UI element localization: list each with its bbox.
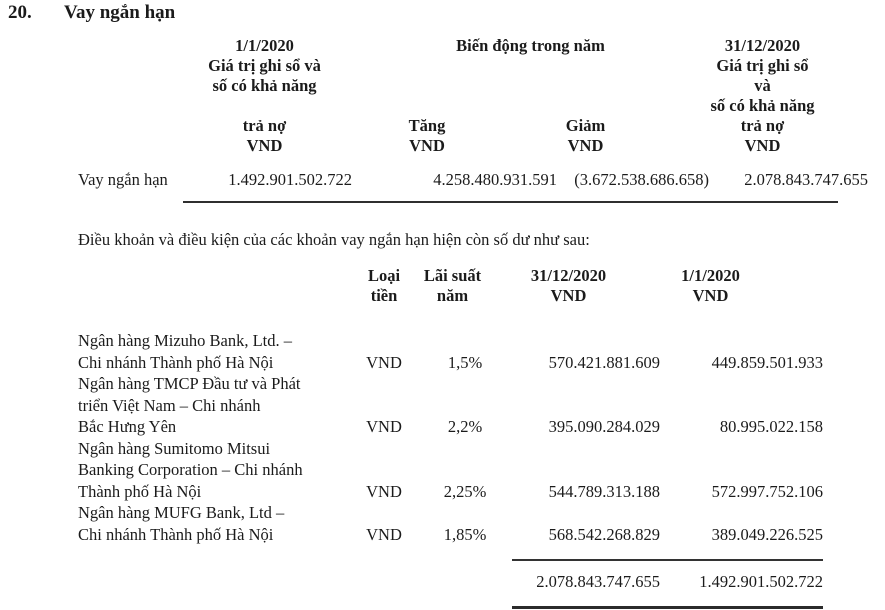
bank-rate: 2,2% [447, 417, 483, 436]
total-closing-balance: 2.078.843.747.655 [536, 572, 660, 591]
closing-date-header: 31/12/2020 [724, 36, 801, 55]
movement-header-row-dates: 1/1/2020 Biến động trong năm 31/12/2020 [78, 36, 868, 56]
note-heading: 20. Vay ngắn hạn [0, 0, 885, 24]
bank-closing-balance: 570.421.881.609 [548, 352, 660, 372]
decrease-header: Giảm VND [565, 116, 606, 155]
bank-rate: 1,85% [443, 524, 487, 544]
note-number: 20. [8, 2, 32, 23]
bank-row-mizuho: Ngân hàng Mizuho Bank, Ltd. – Chi nhánh … [78, 330, 823, 373]
opening-value: 1.492.901.502.722 [228, 170, 352, 189]
bank-currency: VND [366, 417, 402, 436]
closing-value: 2.078.843.747.655 [744, 170, 868, 189]
bank-closing-balance: 395.090.284.029 [548, 417, 660, 436]
bank-name: Ngân hàng TMCP Đầu tư và Phát triển Việt… [78, 374, 301, 436]
total-rule-box: 2.078.843.747.655 1.492.901.502.722 [512, 559, 823, 609]
movement-table: 1/1/2020 Biến động trong năm 31/12/2020 … [78, 36, 868, 190]
opening-caption: Giá trị ghi sổ và số có khả năng [208, 56, 321, 95]
bank-name: Ngân hàng MUFG Bank, Ltd – Chi nhánh Thà… [78, 503, 285, 544]
bank-row-mufg: Ngân hàng MUFG Bank, Ltd – Chi nhánh Thà… [78, 502, 823, 545]
closing-unit-header: trả nợ VND [740, 116, 785, 155]
terms-total-row: 2.078.843.747.655 1.492.901.502.722 [78, 559, 823, 609]
opening-column-header: 1/1/2020 VND [681, 266, 740, 305]
bank-opening-balance: 80.995.022.158 [719, 417, 823, 436]
movement-data-row: Vay ngắn hạn 1.492.901.502.722 4.258.480… [78, 156, 868, 190]
closing-column-header: 31/12/2020 VND [530, 266, 607, 305]
terms-intro-text: Điều khoản và điều kiện của các khoản va… [78, 230, 590, 249]
note-title: Vay ngắn hạn [64, 2, 176, 23]
bank-name: Ngân hàng Sumitomo Mitsui Banking Corpor… [78, 438, 303, 501]
row-label: Vay ngắn hạn [78, 170, 168, 189]
opening-unit-header: trả nợ VND [242, 116, 287, 155]
bank-rate: 1,5% [447, 352, 483, 372]
increase-value: 4.258.480.931.591 [433, 170, 557, 189]
bank-currency: VND [366, 524, 402, 544]
bank-row-bidv: Ngân hàng TMCP Đầu tư và Phát triển Việt… [78, 373, 823, 438]
bank-currency: VND [366, 481, 402, 501]
movement-header-row-caption: Giá trị ghi sổ và số có khả năng Giá trị… [78, 56, 868, 116]
total-opening-balance: 1.492.901.502.722 [699, 572, 823, 591]
movement-header-row-units: trả nợ VND Tăng VND Giảm VND trả nợ VND [78, 116, 868, 156]
movement-table-bottom-rule [183, 201, 838, 203]
bank-closing-balance: 544.789.313.188 [548, 481, 660, 501]
currency-column-header: Loại tiền [367, 266, 401, 305]
bank-currency: VND [366, 352, 402, 372]
increase-header: Tăng VND [408, 116, 446, 155]
bank-opening-balance: 572.997.752.106 [711, 481, 823, 501]
terms-header-row: Loại tiền Lãi suất năm 31/12/2020 VND 1/… [78, 266, 823, 306]
decrease-value: (3.672.538.686.658) [574, 170, 709, 189]
opening-date-header: 1/1/2020 [235, 36, 294, 55]
bank-name: Ngân hàng Mizuho Bank, Ltd. – Chi nhánh … [78, 331, 293, 372]
bank-row-smbc: Ngân hàng Sumitomo Mitsui Banking Corpor… [78, 438, 823, 503]
closing-caption: Giá trị ghi sổ và số có khả năng [710, 56, 815, 115]
bank-opening-balance: 449.859.501.933 [711, 352, 823, 372]
movement-group-header: Biến động trong năm [456, 36, 605, 55]
rate-column-header: Lãi suất năm [423, 266, 482, 305]
terms-table: Loại tiền Lãi suất năm 31/12/2020 VND 1/… [78, 266, 823, 609]
bank-opening-balance: 389.049.226.525 [711, 524, 823, 544]
bank-closing-balance: 568.542.268.829 [548, 524, 660, 544]
bank-rate: 2,25% [443, 481, 487, 501]
